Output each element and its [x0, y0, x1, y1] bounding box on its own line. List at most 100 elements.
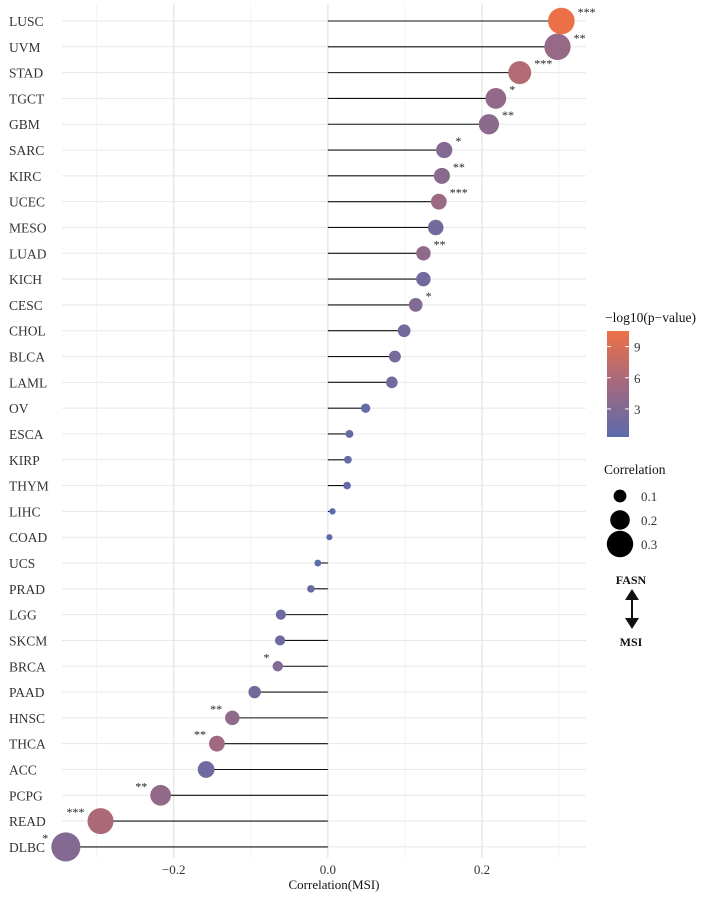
- category-label: THCA: [9, 737, 46, 752]
- x-tick-label: 0.2: [474, 862, 490, 877]
- category-label: ESCA: [9, 427, 44, 442]
- color-legend: −log10(p−value) 9 6 3: [605, 310, 696, 437]
- category-label: HNSC: [9, 711, 45, 726]
- significance-label: *: [42, 831, 48, 845]
- significance-label: ***: [578, 5, 596, 19]
- lollipop-point: [197, 761, 215, 778]
- arrow-down-icon: [625, 618, 639, 629]
- size-legend-title: Correlation: [604, 462, 666, 477]
- lollipop-point: [274, 635, 286, 646]
- category-label: CHOL: [9, 324, 46, 339]
- size-legend-label: 0.1: [641, 489, 657, 504]
- lollipop-point: [433, 167, 450, 184]
- color-legend-label: 3: [634, 402, 641, 417]
- category-label: UCEC: [9, 195, 45, 210]
- category-label: THYM: [9, 479, 49, 494]
- significance-label: *: [455, 134, 461, 148]
- category-label: OV: [9, 401, 29, 416]
- lollipop-point: [307, 585, 315, 593]
- lollipop-point: [248, 685, 261, 699]
- category-label: KICH: [9, 272, 42, 287]
- lollipop-point: [314, 559, 322, 567]
- direction-bottom-label: MSI: [620, 635, 643, 649]
- significance-label: **: [574, 31, 586, 45]
- x-axis-ticks: −0.2 0.0 0.2: [162, 862, 490, 877]
- size-legend-label: 0.2: [641, 513, 657, 528]
- significance-label: ***: [534, 57, 552, 71]
- category-label: LGG: [9, 608, 37, 623]
- category-label: LIHC: [9, 504, 41, 519]
- lollipop-point: [343, 481, 351, 490]
- lollipop-point: [416, 246, 431, 261]
- significance-label: *: [264, 650, 270, 664]
- size-legend-key: [610, 510, 630, 530]
- lollipop-point: [272, 661, 283, 672]
- size-legend-key: [606, 530, 634, 558]
- category-label: LUAD: [9, 246, 47, 261]
- significance-label: ***: [66, 805, 84, 819]
- color-legend-bar: [607, 331, 629, 437]
- category-label: GBM: [9, 117, 40, 132]
- size-legend-label: 0.3: [641, 537, 657, 552]
- lollipop-point: [478, 114, 500, 135]
- size-legend-key: [613, 489, 627, 503]
- lollipop-point: [344, 455, 352, 464]
- lollipop-point: [388, 350, 401, 363]
- lollipop-point: [345, 430, 354, 438]
- lollipop-point: [208, 735, 225, 752]
- lollipop-point: [329, 508, 336, 515]
- direction-indicator: FASN MSI: [616, 573, 647, 649]
- category-label: SKCM: [9, 633, 47, 648]
- lollipop-point: [275, 609, 286, 620]
- category-label: COAD: [9, 530, 48, 545]
- arrow-up-icon: [625, 589, 639, 600]
- lollipop-point: [51, 832, 81, 862]
- category-label: DLBC: [9, 840, 45, 855]
- significance-label: **: [135, 779, 147, 793]
- lollipop-point: [385, 376, 398, 389]
- lollipop-point: [508, 61, 532, 85]
- y-axis-labels: LUSC UVM STAD TGCT GBM SARC KIRC UCEC MESO LUAD KI…: [9, 14, 49, 855]
- significance-label: **: [434, 237, 446, 251]
- lollipop-point: [408, 298, 423, 312]
- category-label: LAML: [9, 375, 47, 390]
- significance-label: ***: [450, 186, 468, 200]
- x-tick-label: 0.0: [320, 862, 336, 877]
- significance-label: **: [502, 108, 514, 122]
- x-axis-title: Correlation(MSI): [289, 877, 380, 892]
- lollipop-point: [436, 141, 453, 159]
- size-legend: Correlation 0.1 0.2 0.3: [604, 462, 666, 558]
- category-label: PCPG: [9, 788, 43, 803]
- lollipop-point: [360, 403, 371, 413]
- category-label: UVM: [9, 40, 41, 55]
- category-label: LUSC: [9, 14, 44, 29]
- category-label: ACC: [9, 762, 37, 777]
- significance-label: **: [194, 728, 206, 742]
- category-label: BLCA: [9, 350, 45, 365]
- lollipop-point: [485, 88, 507, 109]
- significance-label: *: [426, 289, 432, 303]
- significance-label: *: [509, 82, 515, 96]
- color-legend-title: −log10(p−value): [605, 310, 696, 325]
- lollipop-point: [544, 33, 571, 60]
- plot-panel: [62, 4, 586, 858]
- lollipop-point: [87, 808, 114, 835]
- grid: [62, 4, 586, 858]
- category-label: KIRP: [9, 453, 40, 468]
- color-legend-label: 9: [634, 340, 641, 355]
- x-tick-label: −0.2: [162, 862, 186, 877]
- lollipop-point: [397, 324, 411, 338]
- category-label: STAD: [9, 66, 43, 81]
- lollipop-point: [225, 710, 240, 726]
- significance-label: **: [210, 702, 222, 716]
- category-label: SARC: [9, 143, 44, 158]
- category-label: PAAD: [9, 685, 45, 700]
- category-label: UCS: [9, 556, 35, 571]
- color-legend-label: 6: [634, 371, 641, 386]
- category-label: PRAD: [9, 582, 45, 597]
- lollipop-point: [427, 219, 444, 236]
- category-label: TGCT: [9, 91, 45, 106]
- category-label: CESC: [9, 298, 43, 313]
- category-label: READ: [9, 814, 46, 829]
